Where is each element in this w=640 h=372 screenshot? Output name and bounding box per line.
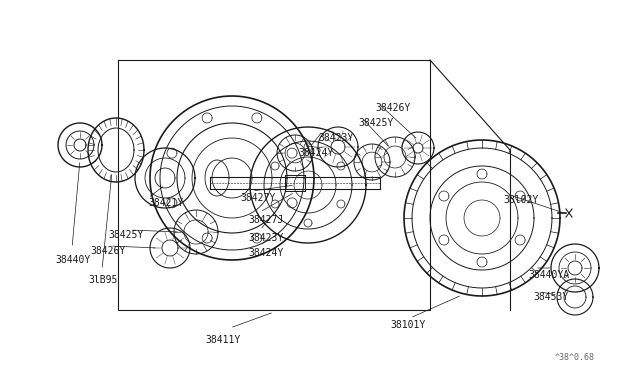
Text: 38424Y: 38424Y (298, 148, 333, 158)
Text: 38426Y: 38426Y (90, 246, 125, 256)
Text: 38426Y: 38426Y (375, 103, 410, 113)
Text: 3Bl02Y: 3Bl02Y (503, 195, 538, 205)
Text: 38440Y: 38440Y (55, 255, 90, 265)
Text: 38440YA: 38440YA (528, 270, 569, 280)
Text: 38425Y: 38425Y (358, 118, 393, 128)
Text: 38423Y: 38423Y (248, 233, 284, 243)
Text: 38424Y: 38424Y (248, 248, 284, 258)
Text: 38425Y: 38425Y (108, 230, 143, 240)
Text: 38427Y: 38427Y (240, 193, 275, 203)
Text: 38421Y: 38421Y (148, 198, 183, 208)
Text: 3lB95: 3lB95 (88, 275, 117, 285)
Text: ^38^0.68: ^38^0.68 (555, 353, 595, 362)
Text: 38423Y: 38423Y (318, 133, 353, 143)
Text: 38101Y: 38101Y (390, 320, 425, 330)
Text: 38453Y: 38453Y (533, 292, 568, 302)
Text: 38427J: 38427J (248, 215, 284, 225)
Text: 38411Y: 38411Y (205, 335, 240, 345)
